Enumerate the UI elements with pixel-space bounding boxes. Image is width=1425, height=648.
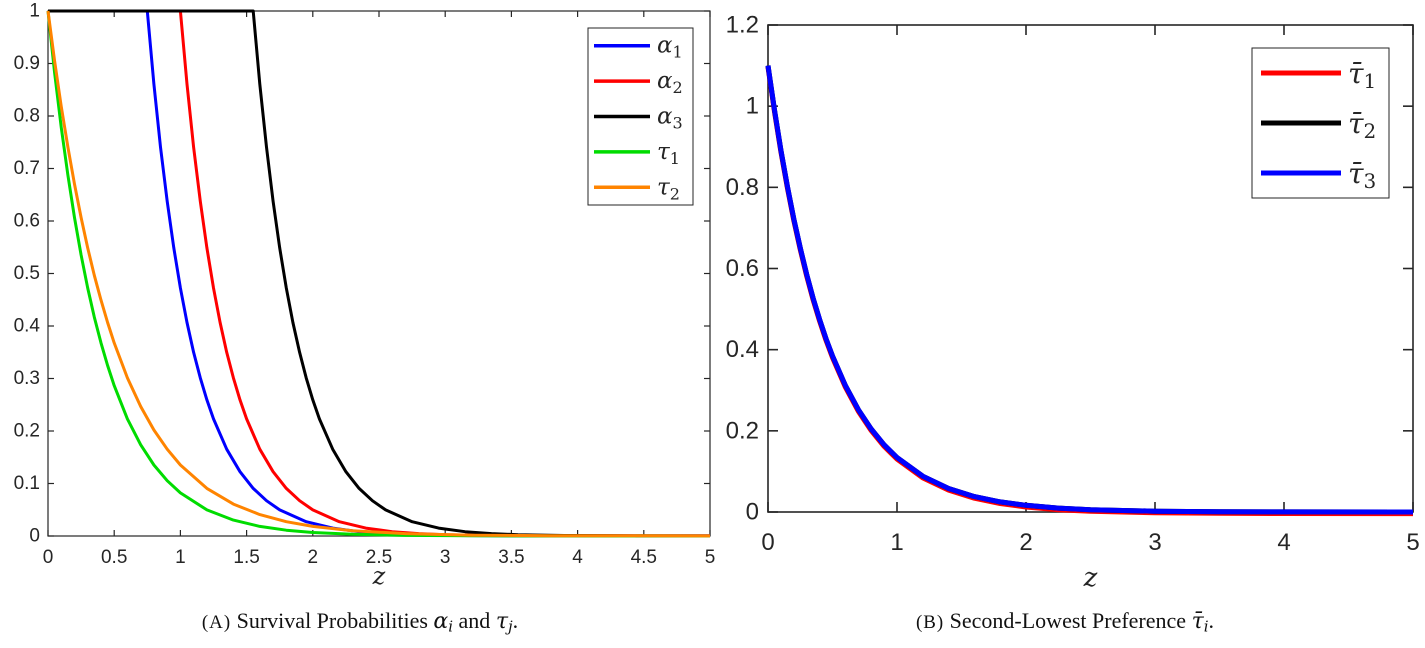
y-tick-label-a: 0.6 bbox=[14, 211, 40, 232]
y-tick-label-a: 0.3 bbox=[14, 368, 40, 389]
x-tick-label-a: 5 bbox=[705, 547, 716, 568]
y-tick-label-a: 0.9 bbox=[14, 53, 40, 74]
y-tick-label-b: 0.6 bbox=[726, 255, 759, 282]
x-tick-label-b: 0 bbox=[761, 529, 774, 556]
x-tick-label-a: 3.5 bbox=[498, 547, 524, 568]
caption-a-part-6: j bbox=[507, 617, 513, 636]
x-tick-label-a: 1.5 bbox=[233, 547, 259, 568]
curve-tau1 bbox=[46, 10, 711, 538]
legend-label-taubar1: τ̄1 bbox=[1348, 57, 1376, 94]
x-tick-label-a: 4.5 bbox=[631, 547, 657, 568]
curve-taubar3 bbox=[765, 65, 1414, 515]
x-axis-label-a: z bbox=[372, 562, 386, 590]
caption-a-part-4: and bbox=[453, 608, 496, 633]
x-tick-label-b: 1 bbox=[890, 529, 903, 556]
y-tick-label-b: 1 bbox=[746, 93, 759, 120]
x-tick-label-a: 2 bbox=[308, 547, 319, 568]
y-tick-label-b: 0.4 bbox=[726, 336, 759, 363]
x-tick-label-a: 2.5 bbox=[366, 547, 392, 568]
legend-label-alpha1: α1 bbox=[657, 33, 683, 62]
x-tick-label-b: 4 bbox=[1277, 529, 1290, 556]
y-tick-label-a: 0.7 bbox=[14, 158, 40, 179]
y-tick-label-a: 0.4 bbox=[14, 316, 41, 337]
caption-a-part-7: . bbox=[512, 608, 519, 633]
x-tick-label-a: 0 bbox=[43, 547, 54, 568]
curve-tau2 bbox=[46, 10, 711, 538]
legend-label-alpha3: α3 bbox=[657, 104, 683, 133]
legend-label-taubar3: τ̄3 bbox=[1348, 157, 1376, 194]
y-tick-label-a: 0.1 bbox=[14, 473, 40, 494]
curve-alpha3 bbox=[48, 9, 711, 538]
caption-b-part-0: (B) bbox=[915, 612, 945, 633]
x-tick-label-a: 1 bbox=[175, 547, 186, 568]
legend-label-tau1: τ1 bbox=[657, 139, 680, 168]
caption-a-part-5: τ bbox=[495, 609, 508, 634]
y-tick-label-b: 0.8 bbox=[726, 174, 759, 201]
caption-a-part-0: (A) bbox=[201, 612, 232, 633]
x-axis-label-b: z bbox=[1083, 563, 1098, 593]
x-tick-label-b: 3 bbox=[1148, 529, 1161, 556]
y-tick-label-b: 1.2 bbox=[726, 12, 759, 39]
y-tick-label-a: 0.5 bbox=[14, 263, 40, 284]
x-tick-label-b: 5 bbox=[1406, 529, 1419, 556]
caption-panel-b: (B) Second-Lowest Preference τ̄i. bbox=[740, 606, 1390, 642]
caption-b-part-1: Second-Lowest Preference bbox=[944, 608, 1192, 633]
y-tick-label-a: 1 bbox=[29, 1, 40, 22]
caption-panel-a: (A) Survival Probabilities αi and τj. bbox=[25, 606, 695, 642]
y-tick-label-b: 0.2 bbox=[726, 417, 759, 444]
legend-label-taubar2: τ̄2 bbox=[1348, 107, 1376, 144]
y-tick-label-a: 0.2 bbox=[14, 421, 40, 442]
x-tick-label-a: 0.5 bbox=[101, 547, 127, 568]
caption-b-part-4: . bbox=[1208, 608, 1215, 633]
y-tick-label-b: 0 bbox=[746, 499, 759, 526]
caption-a-part-3: i bbox=[448, 617, 454, 636]
legend-label-tau2: τ2 bbox=[657, 174, 680, 203]
y-tick-label-a: 0.8 bbox=[14, 106, 40, 127]
caption-b-part-3: i bbox=[1203, 617, 1209, 636]
x-tick-label-b: 2 bbox=[1019, 529, 1032, 556]
legend-label-alpha2: α2 bbox=[657, 68, 683, 97]
caption-a-part-1: Survival Probabilities bbox=[231, 608, 434, 633]
y-tick-label-a: 0 bbox=[29, 526, 40, 547]
x-tick-label-a: 4 bbox=[572, 547, 583, 568]
caption-a-part-2: α bbox=[433, 609, 449, 634]
caption-b-part-2: τ̄ bbox=[1191, 609, 1204, 634]
x-tick-label-a: 3 bbox=[440, 547, 451, 568]
